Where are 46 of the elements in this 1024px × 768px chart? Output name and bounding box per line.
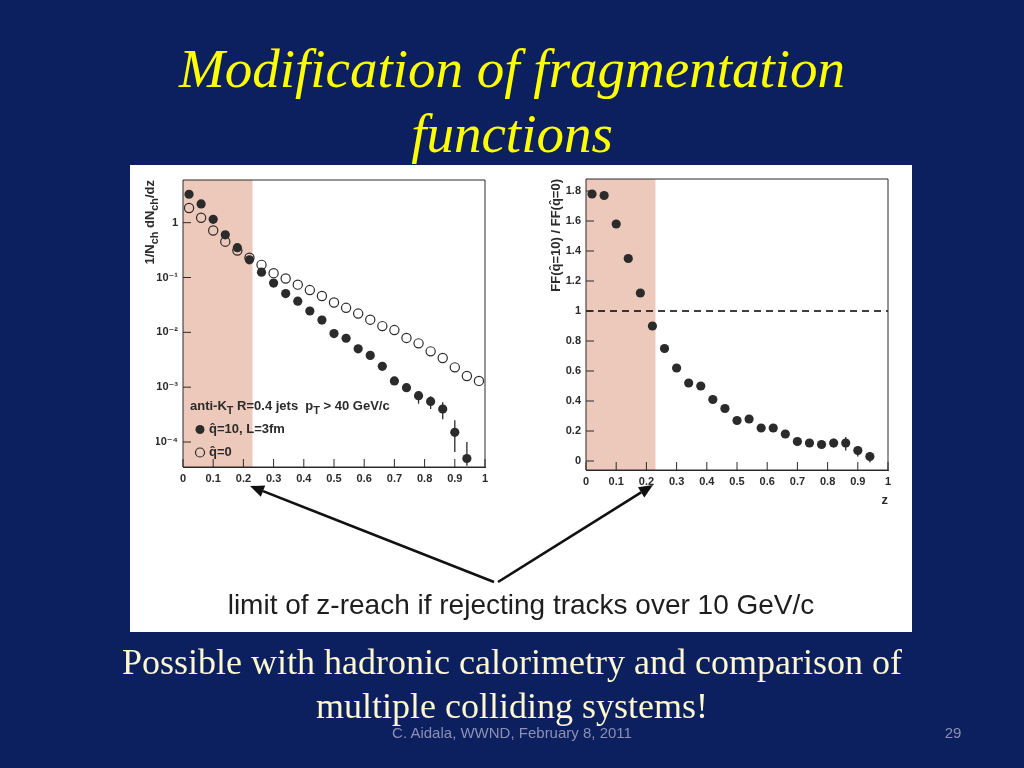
y-tick-label: 1.4 <box>565 244 582 257</box>
y-tick-label: 10⁻⁴ <box>154 435 178 448</box>
text: limit of z-reach if rejecting tracks over 10 GeV/c <box>226 589 816 621</box>
y-tick-label: 0.2 <box>565 424 581 437</box>
x-tick-label: 0.2 <box>638 474 655 487</box>
text: 29 <box>943 724 963 742</box>
y-tick-label: 1 <box>574 304 581 317</box>
y-tick-label: 1.8 <box>565 184 581 197</box>
x-tick-label: 0.3 <box>265 471 282 484</box>
x-tick-label: 0.9 <box>447 471 463 484</box>
x-tick-label: 0.8 <box>819 474 836 487</box>
legend-label: q̂=10, L=3fm <box>209 421 285 437</box>
x-tick-label: 0.8 <box>416 471 433 484</box>
x-tick-label: 0.1 <box>608 474 624 487</box>
x-tick-label: 0.1 <box>205 471 221 484</box>
y-tick-label: 1.2 <box>565 274 581 287</box>
x-tick-label: 0.3 <box>668 474 685 487</box>
x-tick-label: 0.4 <box>296 471 313 484</box>
x-tick-label: 0.7 <box>386 471 403 484</box>
x-tick-label: 0.7 <box>789 474 806 487</box>
y-tick-label: 0.6 <box>565 364 581 377</box>
x-tick-label: 0.4 <box>699 474 716 487</box>
y-tick-label: 0.4 <box>565 394 582 407</box>
x-tick-label: 0.2 <box>235 471 252 484</box>
y-tick-label: 0.8 <box>565 334 581 347</box>
y-tick-label: 10⁻³ <box>156 380 179 393</box>
x-tick-label: 0.5 <box>326 471 342 484</box>
y-axis-title: FF(q̂=10) / FF(q̂=0) <box>547 179 563 292</box>
x-axis-title: z <box>881 492 888 507</box>
x-tick-label: 0.6 <box>759 474 775 487</box>
legend-title: anti-K$_{T}$ R=0.4 jets p$_{T}$ > 40 GeV/c <box>190 398 390 418</box>
y-tick-label: 10⁻² <box>156 325 179 338</box>
x-tick-label: 1 <box>884 474 892 487</box>
x-tick-label: 0 <box>582 474 590 487</box>
y-tick-label: 10⁻¹ <box>156 270 179 283</box>
y-tick-label: 0 <box>574 454 581 467</box>
x-tick-label: 0.5 <box>729 474 745 487</box>
x-tick-label: 0.9 <box>850 474 866 487</box>
x-tick-label: 0.6 <box>356 471 372 484</box>
x-tick-label: 1 <box>481 471 489 484</box>
chart-title: Modification of fragmentation functions <box>177 37 847 166</box>
legend-label: q̂=0 <box>209 444 232 460</box>
x-tick-label: 0 <box>179 471 187 484</box>
text: Possible with hadronic calorimetry and comparison of multiple colliding systems! <box>121 641 903 727</box>
y-tick-label: 1 <box>171 215 178 228</box>
y-tick-label: 1.6 <box>565 214 581 227</box>
